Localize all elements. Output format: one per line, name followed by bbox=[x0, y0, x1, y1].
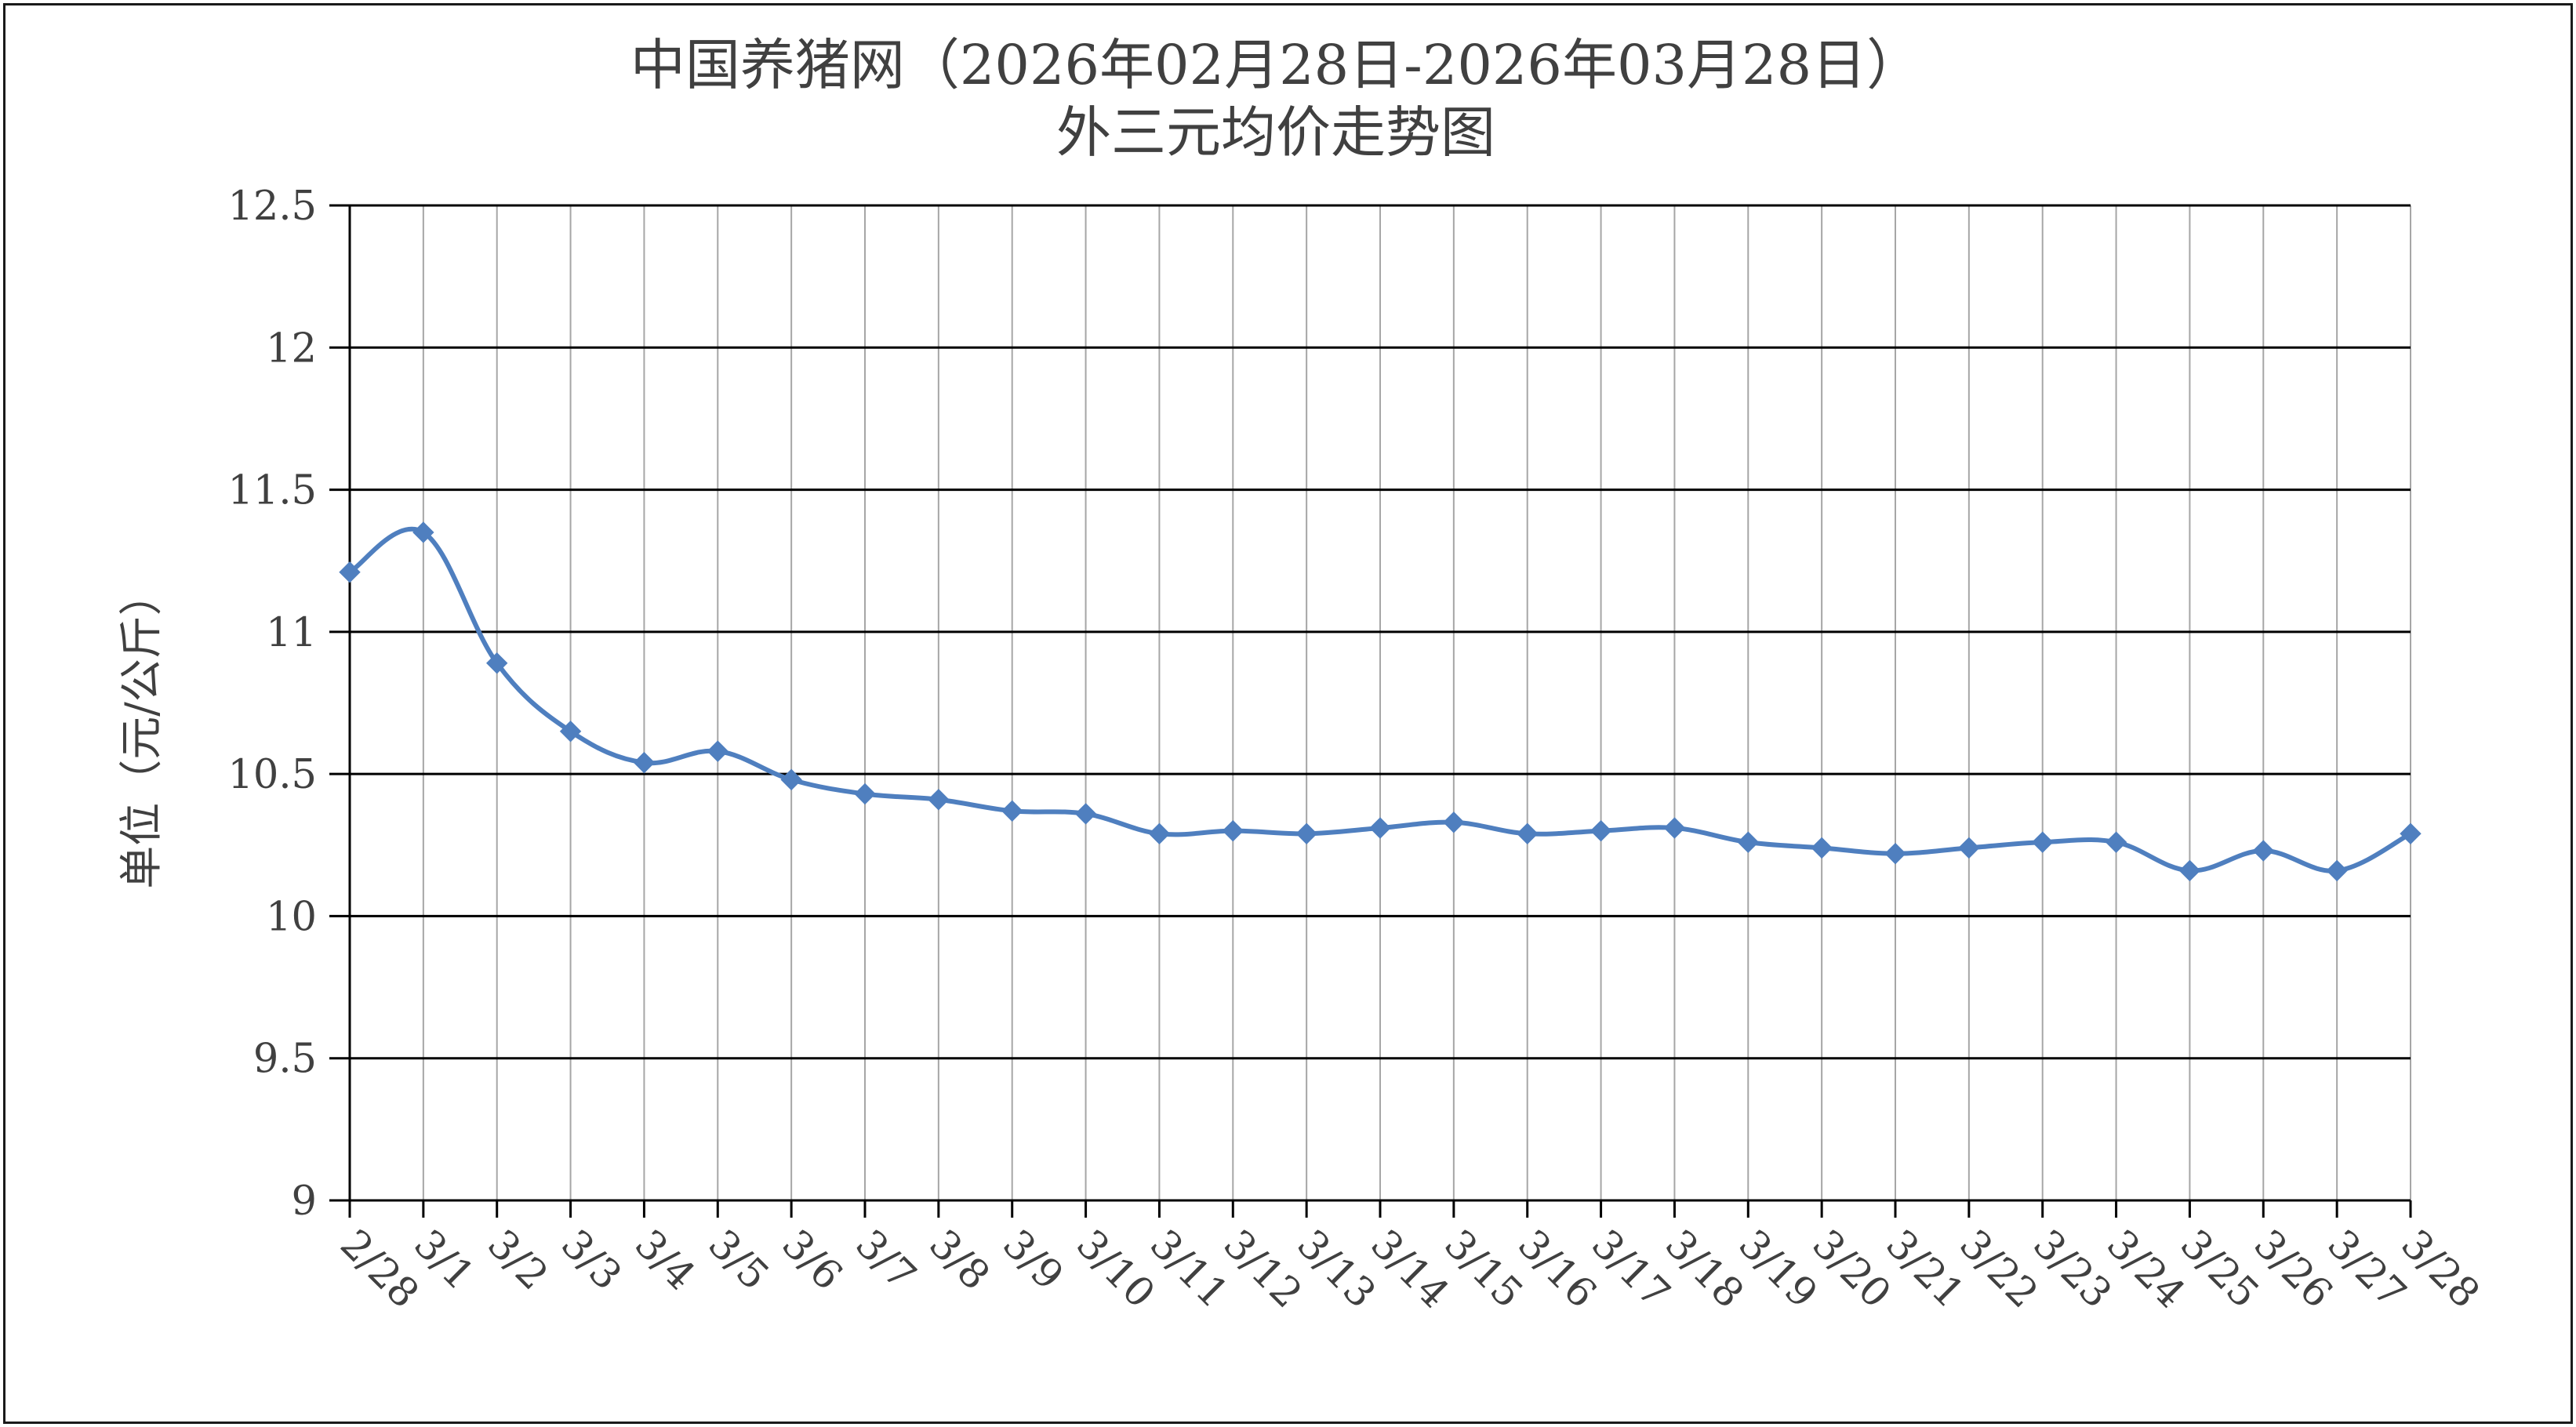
line-chart: 99.51010.51111.51212.52/283/13/23/33/43/… bbox=[116, 33, 2488, 1317]
chart-subtitle: 外三元均价走势图 bbox=[1056, 100, 1495, 165]
x-tick-label: 3/16 bbox=[1509, 1221, 1605, 1317]
x-tick-label: 3/24 bbox=[2098, 1221, 2194, 1317]
x-tick-label: 3/21 bbox=[1877, 1221, 1973, 1317]
x-tick-label: 3/11 bbox=[1141, 1221, 1237, 1317]
x-tick-label: 2/28 bbox=[331, 1221, 427, 1317]
data-point-marker bbox=[1295, 822, 1317, 844]
x-tick-label: 3/14 bbox=[1361, 1221, 1458, 1317]
y-tick-label: 12.5 bbox=[227, 183, 317, 230]
chart-frame: 9 9.5 10 10.5 11 11.5 12 12.5 2/28 3/1 3/2 3/3 3/4 3/… bbox=[3, 3, 2573, 1424]
x-tick-label: 3/28 bbox=[2392, 1221, 2488, 1317]
chart-title: 中国养猪网（2026年02月28日-2026年03月28日） bbox=[630, 33, 1921, 97]
x-tick-label: 3/10 bbox=[1067, 1221, 1164, 1317]
x-tick-label: 3/20 bbox=[1803, 1221, 1899, 1317]
data-point-marker bbox=[1958, 837, 1980, 859]
x-tick-label: 3/8 bbox=[920, 1221, 998, 1299]
y-tick-label: 10.5 bbox=[227, 752, 317, 798]
y-tick-label: 12 bbox=[266, 325, 317, 372]
x-tick-label: 3/26 bbox=[2245, 1221, 2342, 1317]
grid-layer bbox=[349, 204, 2411, 1200]
y-tick-label: 11.5 bbox=[227, 468, 317, 514]
data-point-marker bbox=[1737, 831, 1759, 853]
data-point-marker bbox=[1590, 819, 1612, 842]
x-tick-label: 3/4 bbox=[626, 1221, 704, 1299]
data-point-marker bbox=[1369, 817, 1391, 839]
data-point-marker bbox=[1663, 817, 1686, 839]
data-point-marker bbox=[559, 721, 582, 743]
data-point-marker bbox=[412, 521, 434, 543]
text-layer: 99.51010.51111.51212.52/283/13/23/33/43/… bbox=[116, 33, 2488, 1317]
x-tick-label: 3/9 bbox=[994, 1221, 1072, 1299]
data-point-marker bbox=[1517, 822, 1539, 844]
data-point-marker bbox=[2105, 831, 2127, 853]
x-tick-label: 3/12 bbox=[1215, 1221, 1311, 1317]
data-point-marker bbox=[2326, 859, 2348, 882]
x-tick-label: 3/17 bbox=[1582, 1221, 1679, 1317]
data-point-marker bbox=[707, 740, 728, 762]
data-point-marker bbox=[2032, 831, 2054, 853]
axis-layer bbox=[329, 204, 2412, 1218]
x-tick-label: 3/6 bbox=[772, 1221, 851, 1299]
data-point-marker bbox=[1884, 842, 1906, 865]
series-layer bbox=[339, 521, 2422, 882]
x-tick-label: 3/13 bbox=[1288, 1221, 1384, 1317]
data-point-marker bbox=[1222, 819, 1244, 842]
x-tick-label: 3/7 bbox=[846, 1221, 925, 1299]
data-point-marker bbox=[2400, 822, 2422, 844]
y-tick-label: 10 bbox=[266, 894, 317, 940]
data-point-marker bbox=[2252, 840, 2274, 862]
data-point-marker bbox=[633, 751, 656, 774]
x-tick-label: 3/23 bbox=[2024, 1221, 2120, 1317]
data-point-marker bbox=[339, 561, 361, 583]
x-tick-label: 3/19 bbox=[1730, 1221, 1826, 1317]
y-axis-label: 单位（元/公斤） bbox=[116, 572, 166, 889]
x-tick-label: 3/15 bbox=[1435, 1221, 1531, 1317]
x-tick-label: 3/5 bbox=[699, 1221, 778, 1299]
x-tick-label: 3/27 bbox=[2318, 1221, 2414, 1317]
data-point-marker bbox=[780, 768, 802, 791]
data-point-marker bbox=[854, 782, 876, 805]
data-point-marker bbox=[1001, 800, 1023, 822]
x-tick-label: 3/18 bbox=[1656, 1221, 1753, 1317]
x-tick-label: 3/3 bbox=[552, 1221, 630, 1299]
x-tick-label: 3/2 bbox=[478, 1221, 557, 1299]
data-point-marker bbox=[1148, 822, 1171, 844]
x-tick-label: 3/25 bbox=[2171, 1221, 2268, 1317]
y-tick-label: 9 bbox=[292, 1178, 317, 1225]
x-tick-label: 3/22 bbox=[1950, 1221, 2047, 1317]
data-point-marker bbox=[1074, 803, 1097, 825]
data-point-marker bbox=[2178, 859, 2201, 882]
data-point-marker bbox=[928, 789, 950, 811]
y-tick-label: 9.5 bbox=[253, 1037, 317, 1083]
data-point-marker bbox=[1811, 837, 1833, 859]
data-point-marker bbox=[1443, 812, 1465, 833]
y-tick-label: 11 bbox=[266, 610, 317, 656]
data-point-marker bbox=[486, 652, 508, 674]
